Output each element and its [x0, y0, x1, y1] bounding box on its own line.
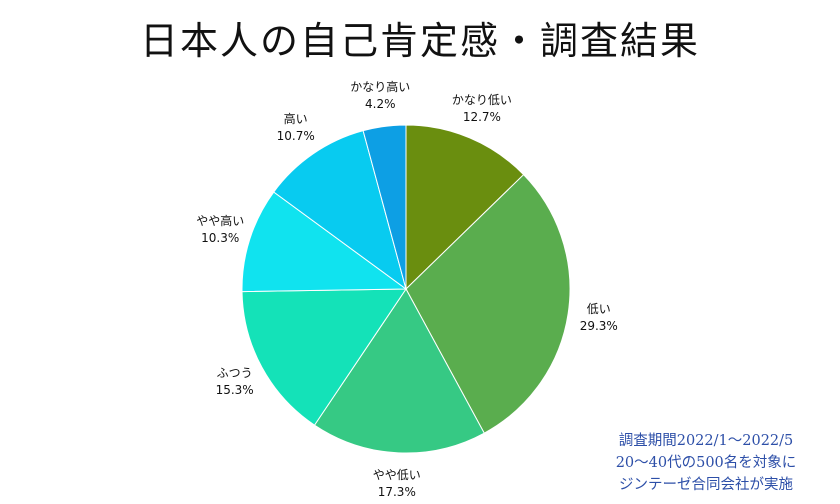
slice-label-value: 12.7% — [462, 110, 501, 125]
slice-label-value: 10.7% — [276, 129, 315, 144]
pie-slice-0 — [405, 124, 525, 291]
slice-label-6: かなり高い 4.2% — [320, 79, 440, 113]
slice-label-value: 17.3% — [377, 484, 416, 499]
slice-label-value: 29.3% — [579, 319, 618, 334]
slice-label-name: 低い — [586, 302, 611, 317]
footnote-line-target: 20～40代の500名を対象に — [615, 455, 797, 471]
footnote-line-company: ジンテーゼ合同会社が実施 — [619, 477, 793, 493]
slice-label-name: かなり高い — [350, 79, 411, 94]
pie-slice-5 — [273, 130, 407, 291]
slice-label-name: 高い — [283, 112, 308, 127]
slice-label-name: かなり低い — [451, 93, 512, 108]
pie-slice-4 — [241, 191, 408, 293]
slice-label-1: 低い 29.3% — [539, 301, 659, 335]
slice-label-4: やや高い 10.3% — [160, 213, 280, 247]
survey-footnote: 調査期間2022/1～2022/5 20～40代の500名を対象に ジンテーゼ合… — [596, 430, 816, 496]
slice-label-2: やや低い 17.3% — [337, 467, 457, 501]
slice-label-name: ふつう — [216, 366, 253, 381]
pie-slice-2 — [313, 288, 485, 454]
slice-label-value: 10.3% — [201, 230, 240, 245]
pie-slice-1 — [405, 173, 571, 434]
chart-title: 日本人の自己肯定感・調査結果 — [139, 19, 700, 63]
slice-label-value: 15.3% — [215, 383, 254, 398]
slice-label-5: 高い 10.7% — [236, 111, 356, 145]
footnote-line-period: 調査期間2022/1～2022/5 — [618, 433, 794, 449]
pie-slice-6 — [362, 124, 407, 290]
slice-label-name: やや低い — [372, 467, 421, 482]
slice-label-3: ふつう 15.3% — [175, 365, 295, 399]
pie-slice-3 — [241, 288, 407, 426]
slice-label-name: やや高い — [196, 213, 245, 228]
slice-label-value: 4.2% — [365, 96, 396, 111]
slice-label-0: かなり低い 12.7% — [422, 92, 542, 126]
